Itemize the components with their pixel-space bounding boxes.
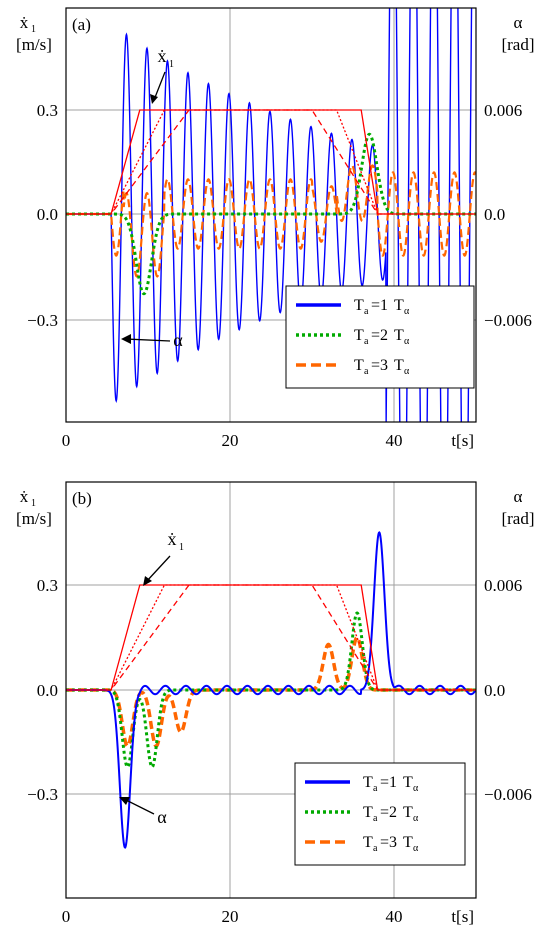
arrow-head bbox=[119, 797, 130, 805]
y-axis-label-left-sub: 1 bbox=[31, 24, 36, 35]
legend-label-sub2: α bbox=[404, 366, 410, 377]
x-tick-label: 20 bbox=[222, 907, 239, 926]
plot-frame bbox=[65, 7, 477, 423]
legend-label: T bbox=[354, 297, 364, 314]
y-tick-label-right: 0.006 bbox=[484, 101, 522, 120]
annotation-arrow-alpha bbox=[123, 798, 155, 815]
legend-label: T bbox=[363, 804, 373, 821]
annotation-arrow-alpha bbox=[125, 338, 171, 342]
legend-label-base: T bbox=[403, 804, 413, 821]
legend-label: T bbox=[363, 774, 373, 791]
legend-label-sub: a bbox=[364, 336, 369, 347]
alpha-series-ta1 bbox=[66, 531, 476, 849]
legend-label-sub2: α bbox=[404, 306, 410, 317]
y-axis-label-left-unit: [m/s] bbox=[16, 35, 52, 54]
x-axis-label: t[s] bbox=[451, 907, 474, 926]
legend-label-num: =1 bbox=[371, 297, 388, 314]
y-axis-label-left-sub: 1 bbox=[31, 498, 36, 509]
legend-box bbox=[294, 762, 466, 866]
legend-label: T bbox=[354, 327, 364, 344]
y-axis-label-right-unit: [rad] bbox=[501, 509, 534, 528]
legend-label-base: T bbox=[394, 297, 404, 314]
annotation-xdot-sub: 1 bbox=[179, 542, 184, 553]
annotation-arrow-xdot bbox=[153, 71, 166, 101]
alpha-series-ta3 bbox=[66, 635, 476, 748]
legend-box bbox=[285, 285, 475, 389]
legend-label: T bbox=[363, 834, 373, 851]
legend-label-num: =1 bbox=[380, 774, 397, 791]
y-axis-label-right: α bbox=[514, 13, 523, 32]
x-tick-label: 0 bbox=[62, 431, 71, 450]
y-tick-label-right: 0.006 bbox=[484, 576, 522, 595]
arrow-head bbox=[143, 576, 152, 586]
legend-label-sub: a bbox=[364, 306, 369, 317]
legend-label-sub2: α bbox=[413, 783, 419, 794]
annotation-xdot: ẋ bbox=[158, 46, 167, 66]
legend-label-sub: a bbox=[364, 366, 369, 377]
legend-label-sub: a bbox=[373, 813, 378, 824]
arrow-head bbox=[121, 334, 131, 344]
y-axis-label-left-unit: [m/s] bbox=[16, 509, 52, 528]
y-tick-label-left: 0.3 bbox=[37, 101, 58, 120]
y-axis-label-left: ẋ bbox=[20, 487, 29, 506]
y-tick-label-left: −0.3 bbox=[27, 785, 58, 804]
annotation-alpha: α bbox=[173, 330, 183, 350]
y-tick-label-left: 0.3 bbox=[37, 576, 58, 595]
annotation-xdot-sub: 1 bbox=[169, 59, 174, 70]
x-axis-label: t[s] bbox=[451, 431, 474, 450]
x-tick-label: 0 bbox=[62, 907, 71, 926]
y-tick-label-left: −0.3 bbox=[27, 311, 58, 330]
legend-label-sub2: α bbox=[413, 813, 419, 824]
velocity-profile-3 bbox=[66, 109, 476, 215]
annotation-arrow-xdot bbox=[145, 555, 171, 583]
y-tick-label-left: 0.0 bbox=[37, 681, 58, 700]
legend-label-num: =3 bbox=[380, 834, 397, 851]
velocity-profile-1 bbox=[66, 584, 476, 691]
legend-label-sub2: α bbox=[413, 843, 419, 854]
legend-label-num: =2 bbox=[371, 327, 388, 344]
legend-label-sub2: α bbox=[404, 336, 410, 347]
alpha-series-ta3 bbox=[66, 164, 476, 278]
legend-label-base: T bbox=[403, 834, 413, 851]
x-tick-label: 40 bbox=[386, 431, 403, 450]
y-tick-label-right: 0.0 bbox=[484, 681, 505, 700]
velocity-profile-3 bbox=[66, 584, 476, 691]
legend-label: T bbox=[354, 357, 364, 374]
y-axis-label-left: ẋ bbox=[20, 13, 29, 32]
plot-area bbox=[66, 531, 476, 849]
velocity-profile-2 bbox=[66, 584, 476, 691]
legend-label-sub: a bbox=[373, 783, 378, 794]
arrow-head bbox=[150, 94, 158, 104]
x-tick-label: 20 bbox=[222, 431, 239, 450]
legend-label-num: =3 bbox=[371, 357, 388, 374]
legend-label-base: T bbox=[394, 357, 404, 374]
y-tick-label-right: −0.006 bbox=[484, 311, 532, 330]
y-axis-label-right: α bbox=[514, 487, 523, 506]
plot-frame bbox=[65, 481, 477, 899]
annotation-xdot: ẋ bbox=[168, 529, 177, 549]
legend-label-sub: a bbox=[373, 843, 378, 854]
y-tick-label-right: 0.0 bbox=[484, 205, 505, 224]
panel-label: (b) bbox=[72, 489, 92, 508]
y-tick-label-left: 0.0 bbox=[37, 205, 58, 224]
y-tick-label-right: −0.006 bbox=[484, 785, 532, 804]
legend-label-base: T bbox=[394, 327, 404, 344]
y-axis-label-right-unit: [rad] bbox=[501, 35, 534, 54]
legend-label-num: =2 bbox=[380, 804, 397, 821]
legend-label-base: T bbox=[403, 774, 413, 791]
panel-label: (a) bbox=[72, 15, 91, 34]
x-tick-label: 40 bbox=[386, 907, 403, 926]
annotation-alpha: α bbox=[157, 807, 167, 827]
